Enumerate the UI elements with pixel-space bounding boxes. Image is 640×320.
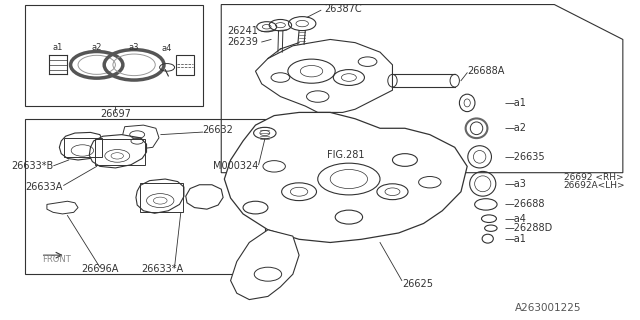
Text: 26692 <RH>: 26692 <RH>: [564, 173, 623, 182]
Polygon shape: [136, 179, 184, 213]
Polygon shape: [47, 201, 78, 214]
Text: —a1: —a1: [504, 98, 527, 108]
Text: —26288D: —26288D: [504, 223, 553, 233]
Text: 26688A: 26688A: [467, 66, 504, 76]
Text: —26635: —26635: [504, 152, 545, 162]
Text: —26688: —26688: [504, 199, 545, 209]
Polygon shape: [255, 39, 392, 112]
Text: 26387C: 26387C: [324, 4, 362, 14]
Bar: [25, 119, 265, 274]
Text: FRONT: FRONT: [42, 255, 70, 264]
Polygon shape: [122, 125, 159, 149]
Polygon shape: [186, 185, 223, 209]
Polygon shape: [230, 230, 299, 300]
Text: 26633*A: 26633*A: [141, 264, 183, 275]
Text: a3: a3: [129, 43, 140, 52]
Text: 26696A: 26696A: [81, 264, 118, 275]
Text: —a4: —a4: [504, 214, 527, 224]
Text: a1: a1: [53, 43, 63, 52]
Bar: [25, 4, 203, 106]
Text: 26633A: 26633A: [25, 182, 63, 192]
Polygon shape: [225, 112, 467, 243]
Text: FIG.281: FIG.281: [327, 150, 365, 160]
Text: 26625: 26625: [402, 279, 433, 289]
Text: 26632: 26632: [203, 125, 234, 135]
Text: a2: a2: [92, 43, 102, 52]
Text: —a3: —a3: [504, 179, 527, 189]
Text: —a1: —a1: [504, 234, 527, 244]
Polygon shape: [89, 135, 147, 168]
Bar: [176, 55, 195, 75]
Text: 26633*B: 26633*B: [11, 161, 53, 171]
Text: A263001225: A263001225: [515, 302, 581, 313]
Polygon shape: [60, 132, 103, 160]
Text: 26239: 26239: [227, 37, 259, 47]
Bar: [140, 183, 183, 212]
Text: M000324: M000324: [213, 161, 259, 171]
Text: 26692A<LH>: 26692A<LH>: [564, 181, 625, 190]
Text: 26241: 26241: [227, 26, 259, 36]
Text: —a2: —a2: [504, 123, 527, 133]
Text: 26697: 26697: [100, 109, 131, 119]
Text: a4: a4: [162, 44, 172, 53]
Bar: [95, 140, 145, 165]
Bar: [65, 138, 102, 157]
